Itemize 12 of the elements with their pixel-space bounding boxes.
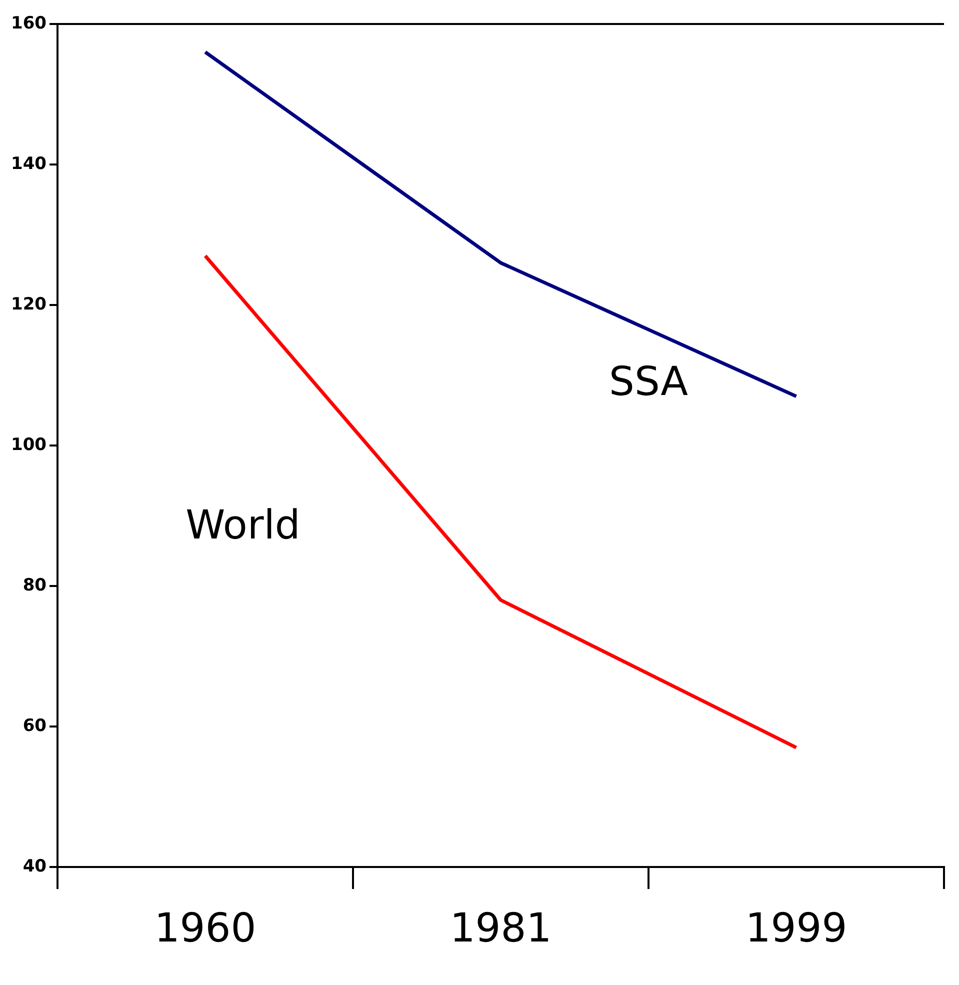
y-tick-label: 120 [10, 294, 47, 314]
y-tick-label: 160 [10, 13, 47, 34]
series-label: SSA [609, 358, 689, 405]
y-tick-label: 100 [10, 434, 47, 455]
text: World [186, 502, 300, 548]
x-tick-label: 1960 [154, 905, 256, 952]
x-tick-label: 1999 [745, 905, 848, 952]
y-tick-label: 80 [22, 575, 47, 596]
y-tick-label: 60 [22, 716, 47, 736]
y-tick-label: 40 [22, 856, 47, 876]
y-tick-label: 140 [10, 154, 47, 174]
x-tick-label: 1981 [450, 905, 552, 952]
